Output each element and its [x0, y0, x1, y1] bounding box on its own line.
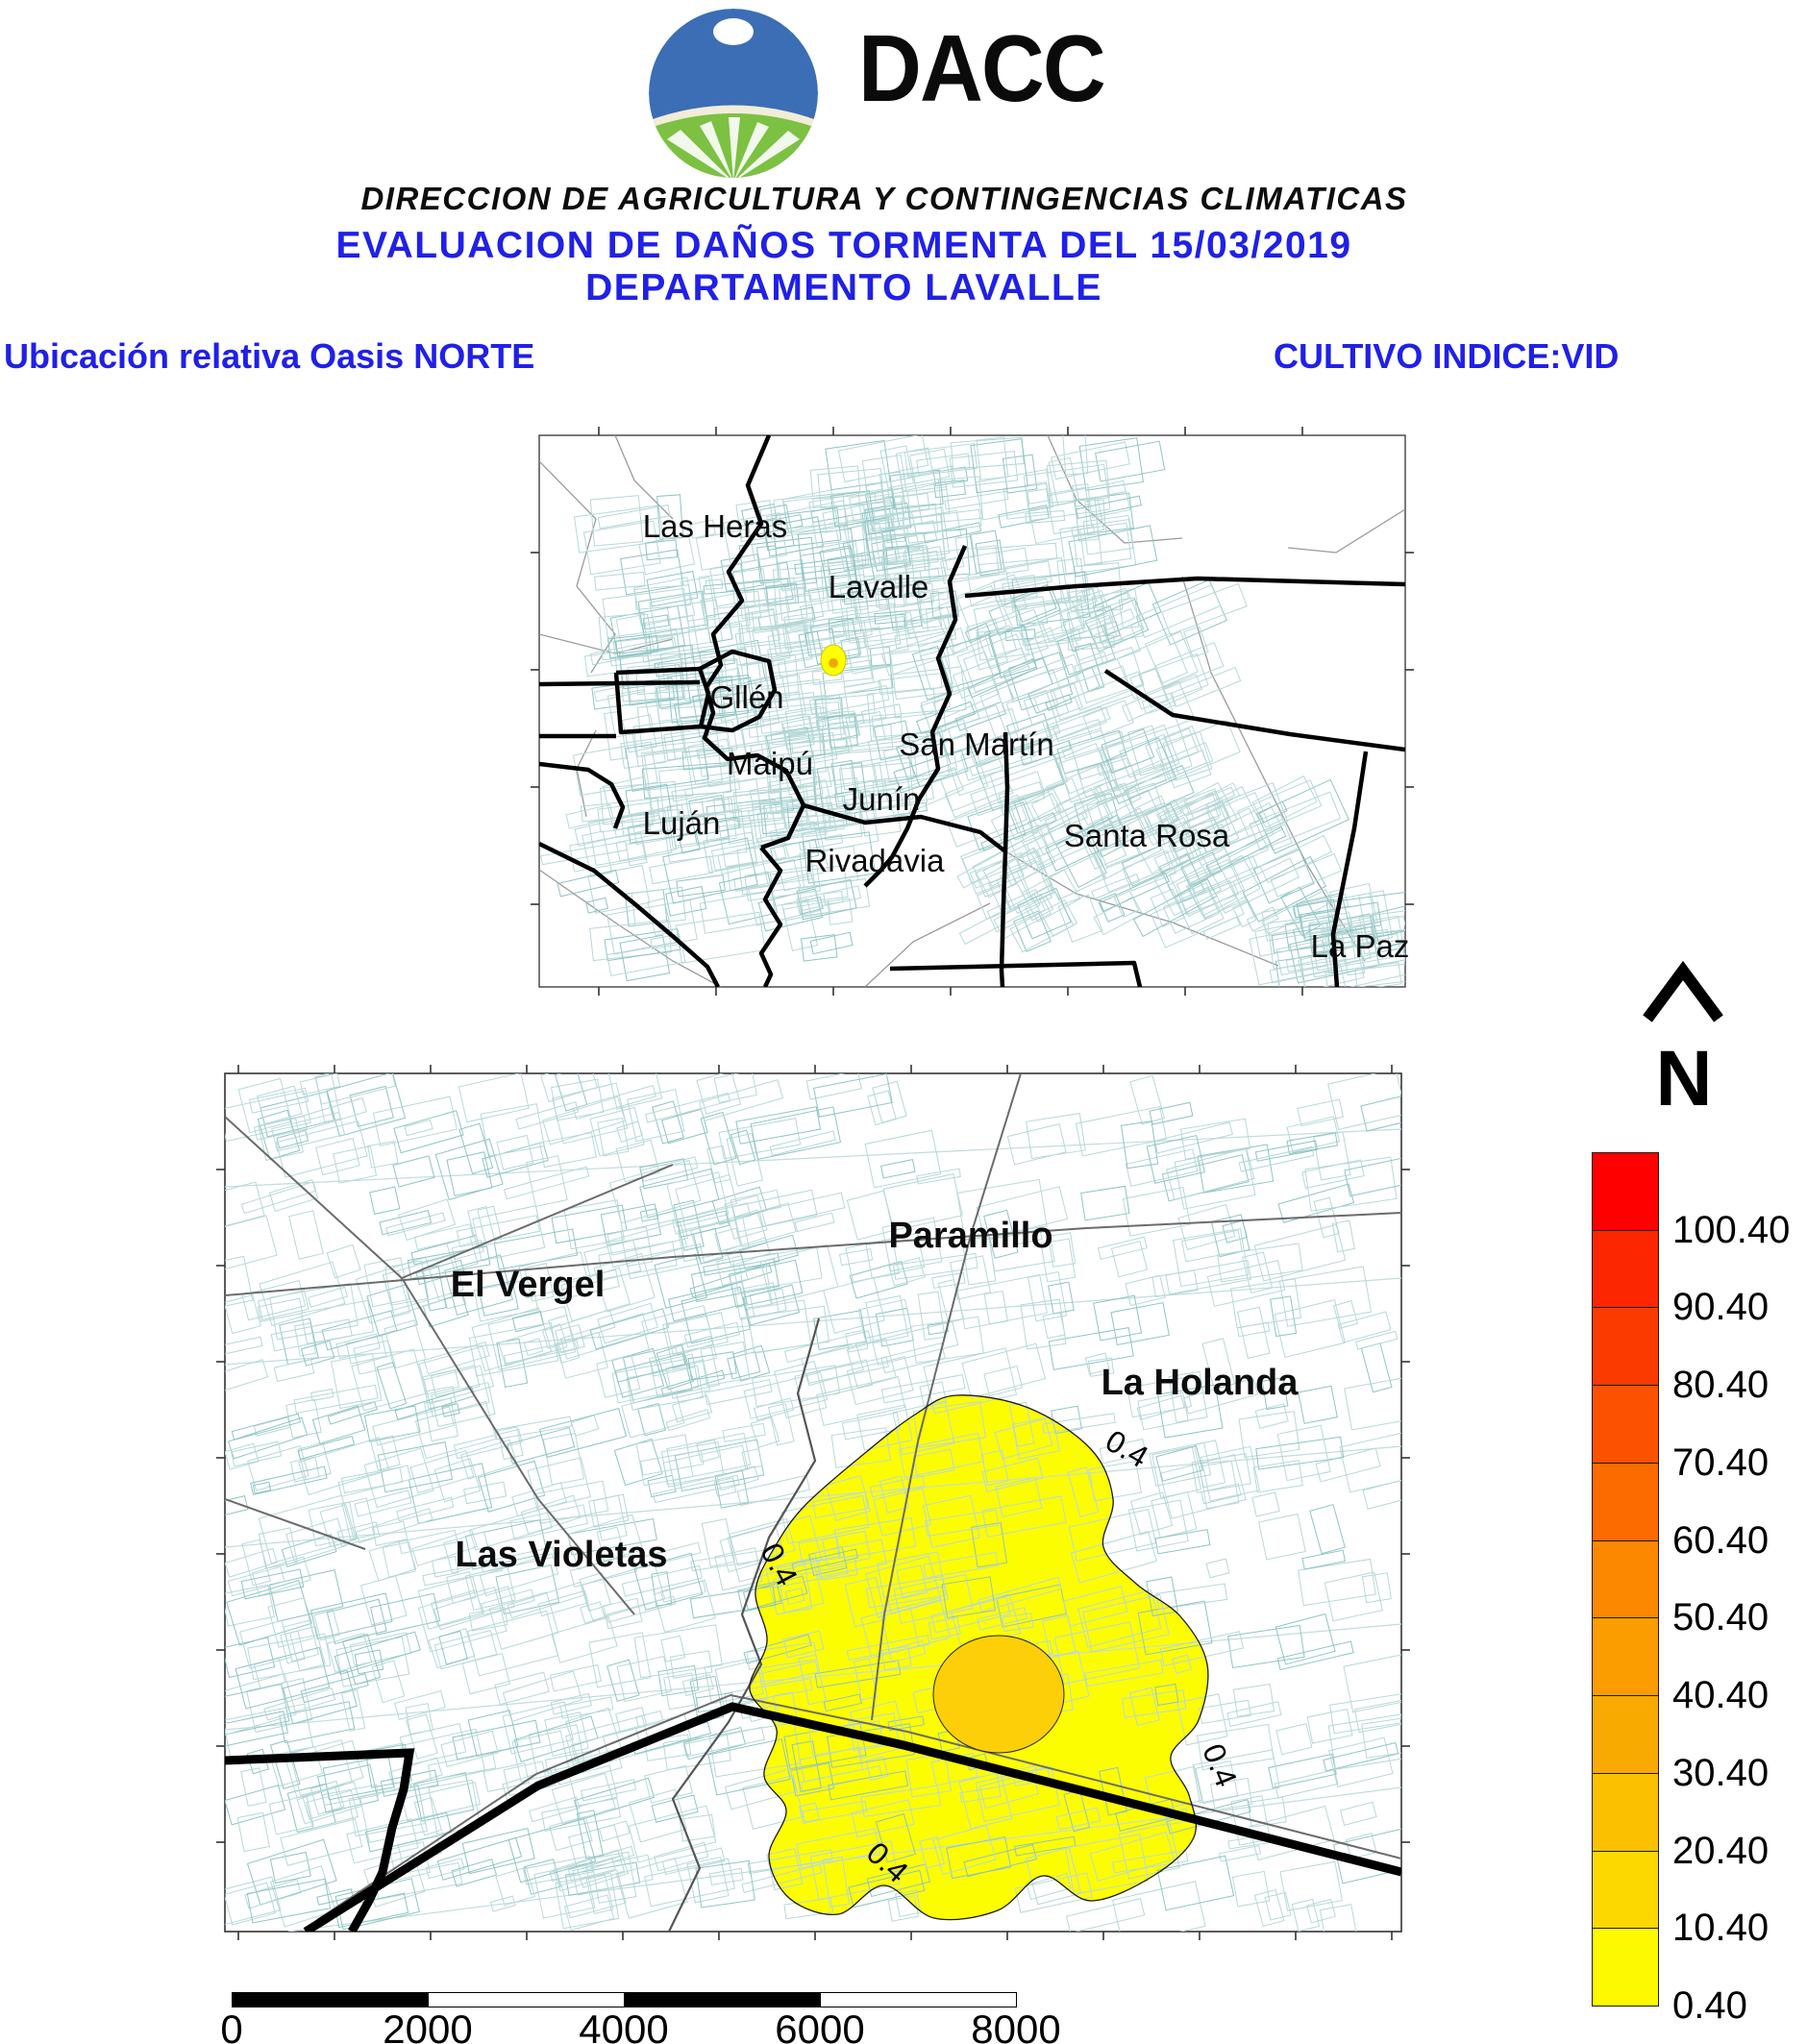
- department-label: Maipú: [727, 746, 813, 781]
- legend-value-label: 10.40: [1672, 1907, 1770, 1950]
- north-arrow-label: N: [1655, 1035, 1712, 1120]
- overview-map: Las Heras Lavalle Gllén Maipú San Martín Juní…: [531, 427, 1414, 996]
- scale-distance-label: 0: [220, 2007, 243, 2044]
- legend-value-label: 70.40: [1672, 1441, 1770, 1484]
- district-label: Paramillo: [888, 1216, 1052, 1256]
- legend-value-label: 0.40: [1672, 1984, 1747, 2028]
- legend-color-cell: [1592, 1850, 1659, 1930]
- report-title-line1: EVALUACION DE DAÑOS TORMENTA DEL 15/03/2…: [335, 225, 1352, 266]
- brand-wordmark: DACC: [858, 15, 1106, 121]
- department-label: Lavalle: [829, 569, 929, 604]
- dacc-logo: [649, 9, 818, 178]
- scale-distance-label: 4000: [579, 2007, 669, 2044]
- legend-value-label: 50.40: [1672, 1596, 1770, 1639]
- legend-value-label: 30.40: [1672, 1751, 1770, 1794]
- department-label: Luján: [643, 805, 721, 841]
- legend-color-cell: [1592, 1462, 1659, 1541]
- scale-bar-segment: [820, 1992, 1017, 2007]
- scale-bar-segment: [232, 1992, 429, 2007]
- location-subtitle: Ubicación relativa Oasis NORTE: [4, 336, 535, 376]
- legend-color-cell: [1592, 1617, 1659, 1697]
- legend-color-cell: [1592, 1772, 1659, 1852]
- legend-color-cell: [1592, 1928, 1659, 2007]
- scale-bar-segment: [428, 1992, 625, 2007]
- department-label: Junín: [843, 781, 921, 817]
- scale-bar-segment: [624, 1992, 821, 2007]
- crop-index-subtitle: CULTIVO INDICE:VID: [1274, 336, 1620, 376]
- organization-name: DIRECCION DE AGRICULTURA Y CONTINGENCIAS…: [360, 181, 1408, 216]
- legend-color-cell: [1592, 1229, 1659, 1309]
- scale-distance-label: 8000: [971, 2007, 1061, 2044]
- legend-color-cell: [1592, 1307, 1659, 1387]
- district-label: Las Violetas: [455, 1535, 667, 1575]
- department-label: San Martín: [899, 726, 1053, 762]
- department-label: La Paz: [1311, 928, 1410, 964]
- legend-value-label: 20.40: [1672, 1829, 1770, 1872]
- department-label: Rivadavia: [805, 843, 946, 878]
- legend-color-cell: [1592, 1385, 1659, 1464]
- legend-color-cell: [1592, 1539, 1659, 1619]
- department-label: Gllén: [709, 679, 783, 715]
- legend-color-cell: [1592, 1152, 1659, 1231]
- legend-color-cell: [1592, 1695, 1659, 1774]
- scale-distance-label: 6000: [775, 2007, 865, 2044]
- north-arrow-icon: N: [1643, 960, 1723, 1120]
- report-title-line2: DEPARTAMENTO LAVALLE: [585, 267, 1102, 308]
- department-label: Santa Rosa: [1064, 818, 1230, 853]
- legend-value-label: 90.40: [1672, 1286, 1770, 1329]
- legend-value-label: 40.40: [1672, 1674, 1770, 1717]
- legend-value-label: 60.40: [1672, 1518, 1770, 1562]
- legend-value-label: 100.40: [1672, 1208, 1791, 1251]
- district-label: El Vergel: [451, 1265, 606, 1305]
- district-label: La Holanda: [1102, 1363, 1300, 1403]
- legend-value-label: 80.40: [1672, 1364, 1770, 1407]
- department-label: Las Heras: [643, 508, 787, 544]
- scale-distance-label: 2000: [383, 2007, 473, 2044]
